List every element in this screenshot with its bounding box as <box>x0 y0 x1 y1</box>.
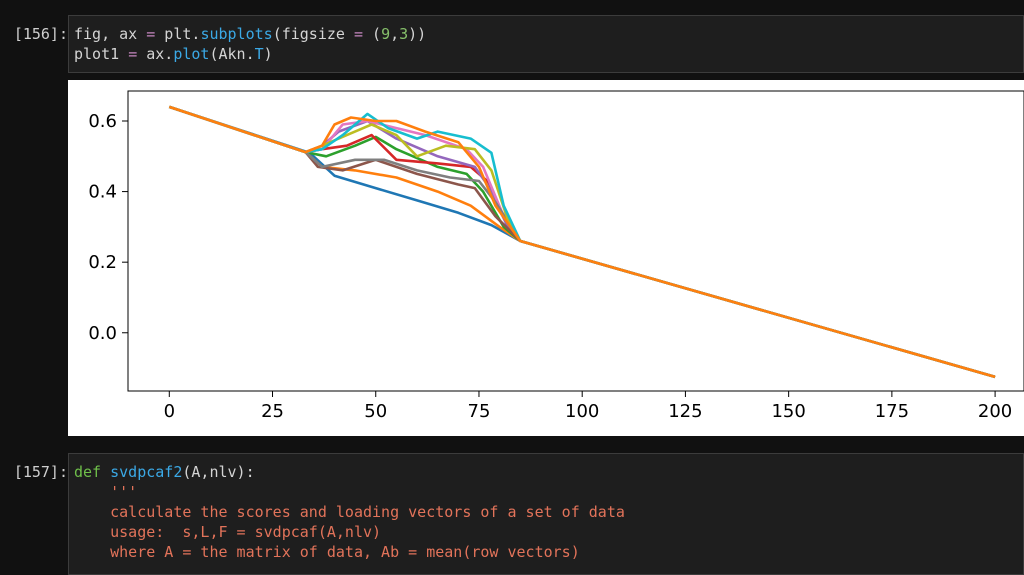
code-token: )) <box>408 25 427 43</box>
code-token: def <box>74 463 102 481</box>
code-token: fig, ax <box>74 25 147 43</box>
x-tick-label: 100 <box>565 401 599 422</box>
x-tick-label: 150 <box>771 401 805 422</box>
code-line: plot1 = ax.plot(Akn.T) <box>69 44 1023 64</box>
y-tick-label: 0.6 <box>88 111 117 132</box>
code-token <box>101 463 110 481</box>
y-tick-label: 0.0 <box>88 323 117 344</box>
code-token: (figsize <box>272 25 354 43</box>
code-token: , <box>390 25 400 43</box>
code-token: ax. <box>137 45 174 63</box>
plot-output: 0 25 50 75 100 125 150 175 200 0.0 0.2 0.4 0.6 <box>68 80 1024 436</box>
x-tick-label: 0 <box>164 401 175 422</box>
code-editor[interactable]: def svdpcaf2(A,nlv): ''' calculate the s… <box>69 454 1023 562</box>
code-token: svdpcaf2 <box>110 463 183 481</box>
line-chart: 0 25 50 75 100 125 150 175 200 0.0 0.2 0.4 0.6 <box>88 90 1024 422</box>
x-tick-label: 75 <box>468 401 491 422</box>
x-tick-label: 175 <box>875 401 909 422</box>
code-token: ( <box>363 25 382 43</box>
series-line-9 <box>168 105 996 379</box>
code-token: ) <box>263 45 273 63</box>
x-tick-label: 50 <box>364 401 387 422</box>
code-token: (A,nlv): <box>182 463 255 481</box>
code-token: usage: s,L,F = svdpcaf(A,nlv) <box>74 523 382 541</box>
code-token: calculate the scores and loading vectors… <box>74 503 625 521</box>
code-line: usage: s,L,F = svdpcaf(A,nlv) <box>69 522 1023 542</box>
x-tick-label: 200 <box>978 401 1012 422</box>
code-token: (Akn. <box>209 45 255 63</box>
series-line-2 <box>168 105 996 379</box>
x-tick-label: 125 <box>668 401 702 422</box>
code-editor[interactable]: fig, ax = plt.subplots(figsize = (9,3)) p… <box>69 16 1023 64</box>
code-token: ''' <box>74 483 138 501</box>
code-token: = <box>353 25 363 43</box>
series-line-7 <box>168 105 996 379</box>
cell-prompt-157: [157]: <box>13 463 68 481</box>
code-cell-157[interactable]: def svdpcaf2(A,nlv): ''' calculate the s… <box>68 453 1024 575</box>
series-line-10 <box>168 105 996 379</box>
code-token: plot <box>173 45 210 63</box>
cell-prompt-156: [156]: <box>13 25 68 43</box>
series-line-5 <box>168 105 996 379</box>
code-token: plt. <box>155 25 201 43</box>
y-tick-label: 0.4 <box>88 182 117 203</box>
code-token: = <box>128 45 138 63</box>
x-tick-label: 25 <box>261 401 284 422</box>
code-line: ''' <box>69 482 1023 502</box>
code-token: 9 <box>381 25 391 43</box>
code-line: where A = the matrix of data, Ab = mean(… <box>69 542 1023 562</box>
y-tick-label: 0.2 <box>88 252 117 273</box>
code-token: plot1 <box>74 45 129 63</box>
code-token: = <box>146 25 156 43</box>
code-line: def svdpcaf2(A,nlv): <box>69 462 1023 482</box>
code-cell-156[interactable]: fig, ax = plt.subplots(figsize = (9,3)) p… <box>68 15 1024 73</box>
code-token: T <box>254 45 264 63</box>
code-line: fig, ax = plt.subplots(figsize = (9,3)) <box>69 24 1023 44</box>
code-token: 3 <box>399 25 409 43</box>
code-token: subplots <box>200 25 273 43</box>
code-line: calculate the scores and loading vectors… <box>69 502 1023 522</box>
code-token: where A = the matrix of data, Ab = mean(… <box>74 543 580 561</box>
